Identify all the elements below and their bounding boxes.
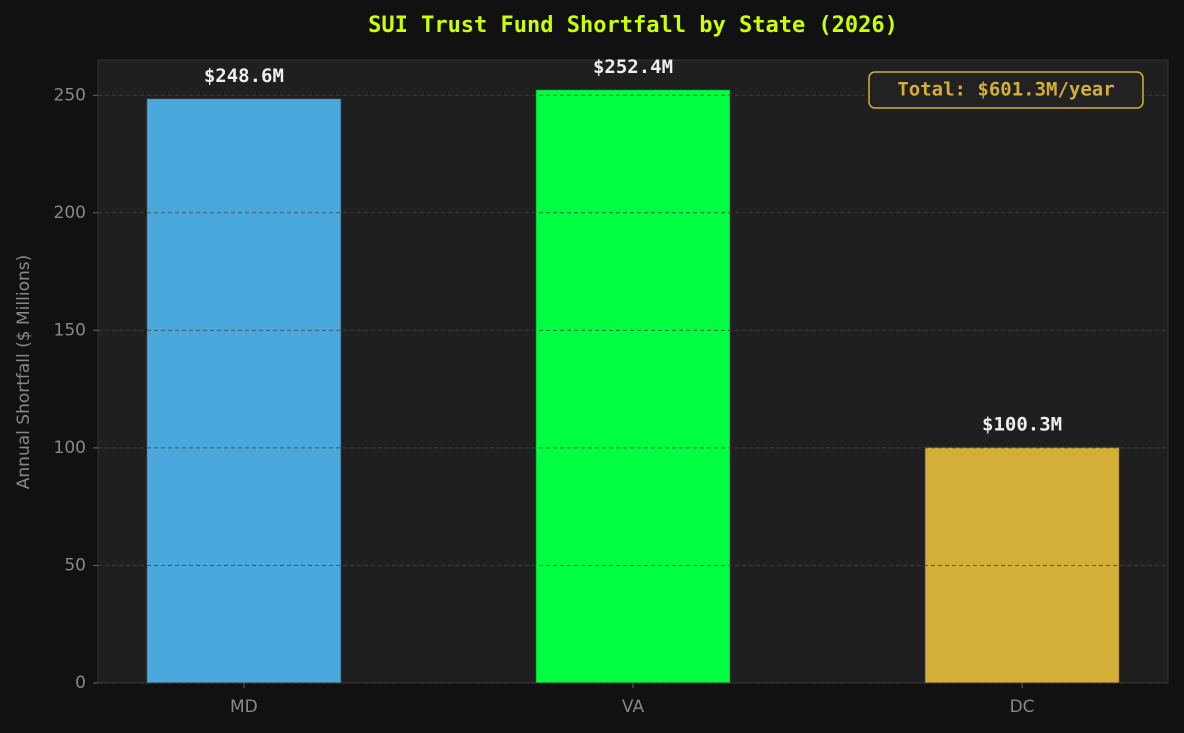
y-tick-label: 200 — [54, 203, 86, 223]
x-tick-label: DC — [1010, 697, 1035, 717]
annotation-box — [868, 71, 1144, 109]
y-tick-label: 150 — [54, 320, 86, 340]
annotation: Total: $601.3M/year — [897, 79, 1114, 101]
bar — [146, 98, 342, 684]
x-tick-label: VA — [622, 697, 645, 717]
y-tick-label: 250 — [54, 85, 86, 105]
value-label: $252.4M — [593, 56, 673, 78]
y-tick-label: 100 — [54, 438, 86, 458]
chart-title: SUI Trust Fund Shortfall by State (2026) — [368, 13, 898, 38]
y-axis-label: Annual Shortfall ($ Millions) — [14, 255, 34, 489]
value-label: $100.3M — [982, 414, 1062, 436]
y-tick-label: 50 — [64, 555, 86, 575]
bar — [535, 89, 731, 684]
x-tick-label: MD — [230, 697, 258, 717]
value-label: $248.6M — [204, 65, 284, 87]
y-tick-label: 0 — [75, 673, 86, 693]
